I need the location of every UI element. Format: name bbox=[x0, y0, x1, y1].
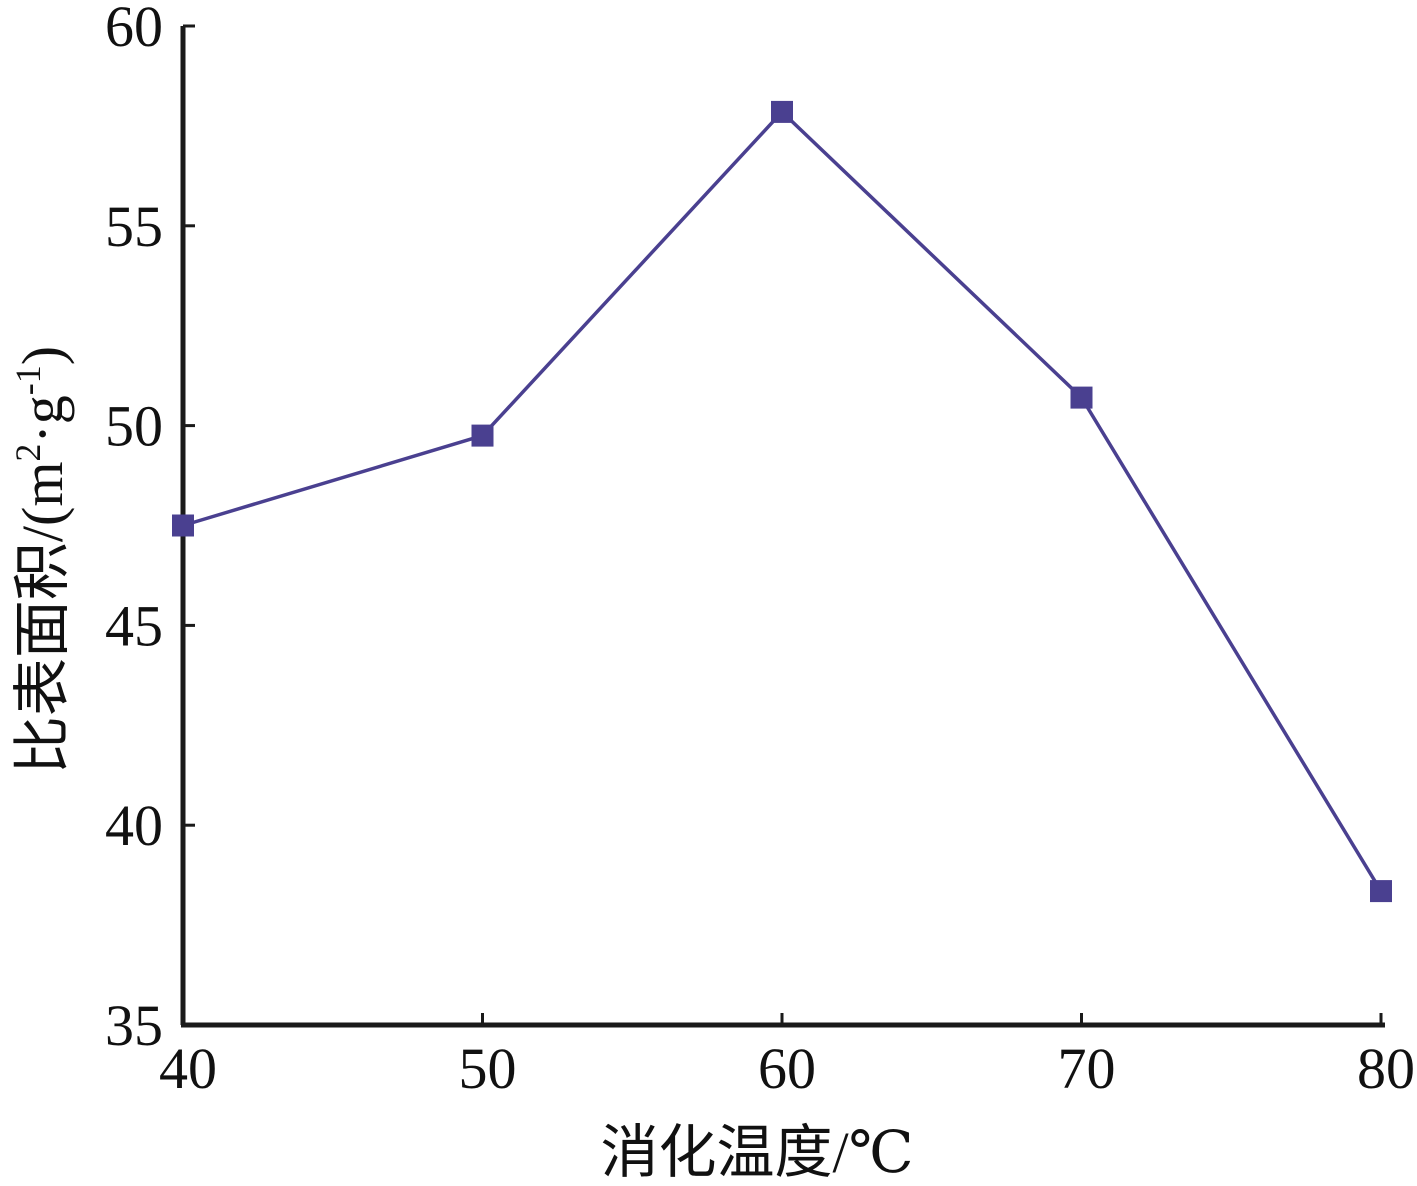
y-tick-label: 55 bbox=[105, 194, 163, 259]
y-axis-label-mid: ·g bbox=[10, 395, 75, 443]
y-ticks: 35 40 45 50 55 60 bbox=[105, 0, 195, 1058]
x-tick-label: 80 bbox=[1357, 1036, 1415, 1101]
y-tick-label: 45 bbox=[105, 593, 163, 658]
y-axis-label: 比表面积/(m2·g-1) bbox=[8, 346, 75, 774]
y-axis-label-sup1: 2 bbox=[8, 444, 48, 462]
x-tick-label: 70 bbox=[1058, 1036, 1116, 1101]
y-axis-label-end: ) bbox=[10, 346, 75, 365]
x-tick-label: 50 bbox=[459, 1036, 517, 1101]
x-axis-label: 消化温度/℃ bbox=[601, 1120, 914, 1181]
x-tick-label: 40 bbox=[159, 1036, 217, 1101]
data-point-marker bbox=[1070, 386, 1093, 409]
data-point-marker bbox=[1370, 880, 1392, 903]
y-axis-label-sup2: -1 bbox=[8, 365, 48, 395]
y-tick-label: 40 bbox=[105, 793, 163, 858]
y-tick-label: 50 bbox=[105, 394, 163, 459]
x-tick-label: 60 bbox=[758, 1036, 816, 1101]
series-layer bbox=[172, 100, 1392, 903]
y-tick-label: 35 bbox=[105, 993, 163, 1058]
y-axis-label-text: 比表面积/(m bbox=[10, 462, 75, 775]
data-point-marker bbox=[471, 424, 494, 447]
data-point-marker bbox=[771, 100, 793, 123]
x-ticks: 40 50 60 70 80 bbox=[159, 1013, 1415, 1101]
data-point-marker bbox=[172, 514, 194, 537]
series-line bbox=[182, 109, 1383, 893]
axes bbox=[180, 26, 1385, 1028]
y-tick-label: 60 bbox=[105, 0, 163, 59]
